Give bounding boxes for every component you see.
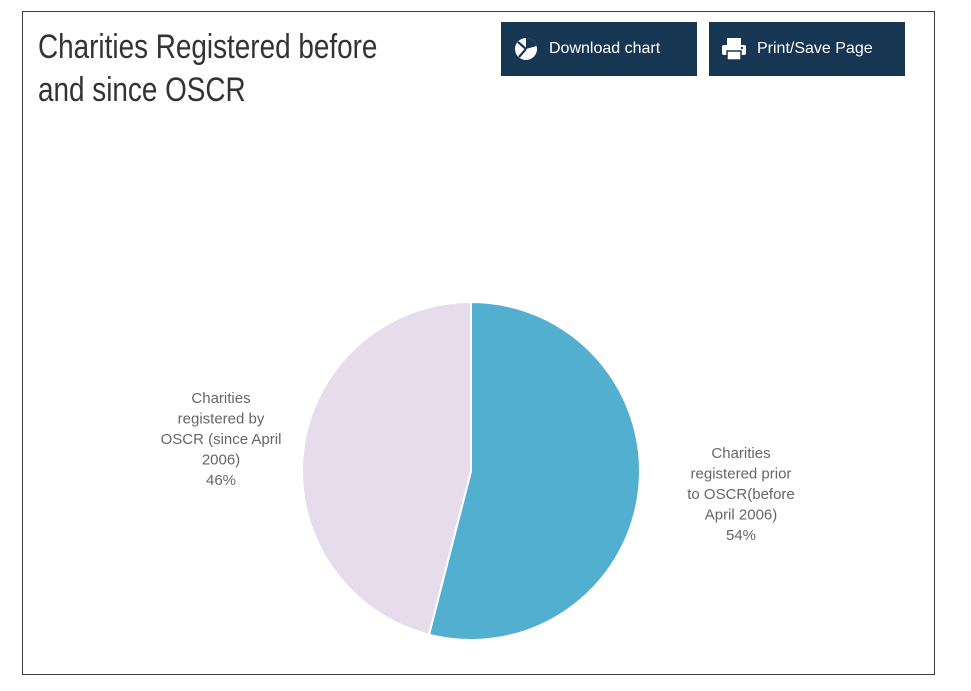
- download-chart-button[interactable]: Download chart: [501, 22, 697, 76]
- pie-slice[interactable]: [300, 300, 472, 636]
- pie-chart-icon: [513, 36, 539, 62]
- pie-labels: Charities registered prior to OSCR(before A…: [161, 390, 795, 544]
- printer-icon: [721, 36, 747, 62]
- slice-label-line: registered prior: [691, 466, 792, 483]
- pie-chart: Charities registered prior to OSCR(before A…: [161, 300, 795, 641]
- slice-percent-label: 46%: [206, 472, 236, 489]
- download-chart-label: Download chart: [549, 40, 661, 57]
- pie-slices: [300, 300, 641, 641]
- slice-label-line: Charities: [711, 445, 770, 462]
- print-save-label: Print/Save Page: [757, 40, 873, 57]
- chart-panel: Charities Registered before and since OS…: [22, 11, 935, 675]
- slice-percent-label: 54%: [726, 527, 756, 544]
- slice-label-line: 2006): [202, 452, 240, 469]
- page-title: Charities Registered before and since OS…: [38, 28, 378, 109]
- pie-slice[interactable]: [427, 300, 641, 641]
- slice-label-line: to OSCR(before: [687, 486, 795, 503]
- print-save-button[interactable]: Print/Save Page: [709, 22, 905, 76]
- slice-label-line: registered by: [178, 411, 265, 428]
- slice-label-line: Charities: [191, 390, 250, 407]
- slice-label-line: April 2006): [705, 507, 778, 524]
- slice-label-line: OSCR (since April: [161, 431, 282, 448]
